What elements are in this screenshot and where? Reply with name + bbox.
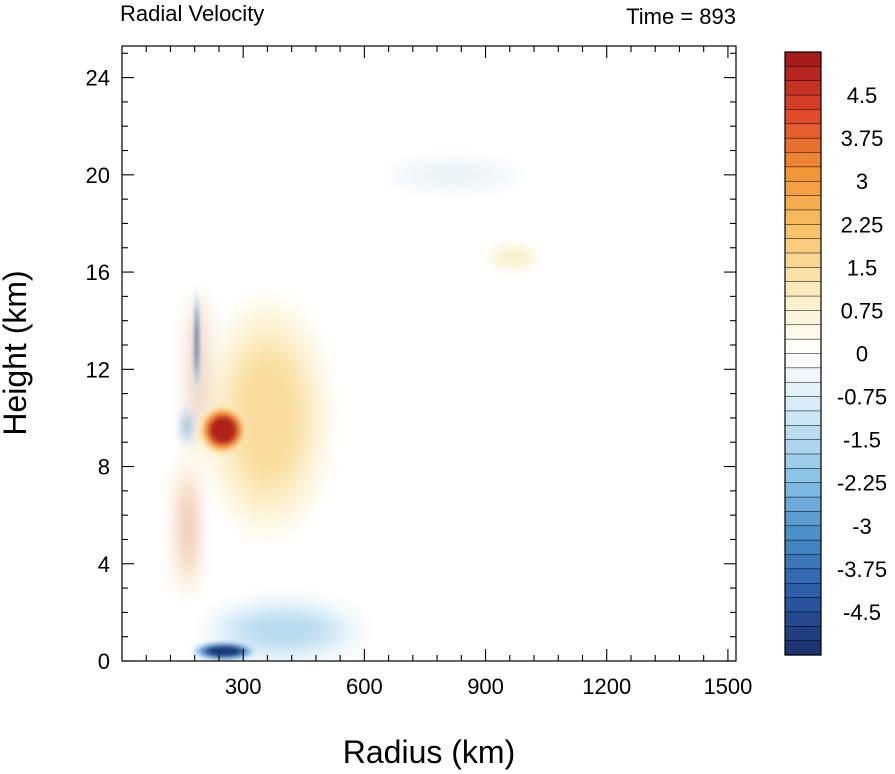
colorbar-bin (784, 611, 822, 627)
colorbar-bin (784, 468, 822, 484)
colorbar-bin (784, 568, 822, 584)
colorbar-bin (784, 180, 822, 197)
y-tick-label: 12 (86, 357, 110, 382)
colorbar-bin (784, 123, 822, 139)
x-tick-label: 900 (467, 674, 504, 699)
colorbar-frame (784, 51, 822, 656)
x-axis-label: Radius (km) (343, 734, 515, 770)
colorbar-bin (784, 353, 822, 369)
colorbar-label: 0.75 (841, 298, 884, 323)
colorbar-labels: 4.5 3.75 3 2.25 1.5 0.75 0 -0.75 -1.5 -2.25 -3 -3.7… (837, 83, 887, 625)
colorbar-bin (784, 396, 822, 412)
colorbar-bin (784, 295, 822, 311)
y-tick-label: 16 (86, 260, 110, 285)
colorbar-bin (784, 381, 822, 398)
colorbar-label: 0 (856, 342, 868, 367)
x-tick-label: 1200 (582, 674, 631, 699)
colorbar-bin (784, 252, 822, 268)
velocity-feature (413, 168, 494, 182)
velocity-feature (239, 613, 329, 648)
colorbar-bin (784, 281, 822, 297)
colorbar-label: 2.25 (841, 212, 884, 237)
colorbar-bin (784, 51, 822, 67)
velocity-feature (209, 416, 237, 444)
colorbar-bin (784, 109, 822, 125)
x-tick-label: 600 (346, 674, 383, 699)
colorbar-bin (784, 482, 822, 498)
colorbar-bin (784, 496, 822, 512)
y-axis-label: Height (km) (0, 270, 33, 435)
velocity-field (182, 162, 543, 661)
colorbar-bin (784, 224, 822, 240)
colorbar-bin (784, 597, 822, 613)
velocity-feature (498, 249, 530, 266)
colorbar-bin (784, 367, 822, 383)
colorbar-bin (784, 640, 822, 656)
colorbar-bin (784, 626, 822, 642)
velocity-feature (206, 645, 242, 657)
colorbar-bin (784, 324, 822, 340)
colorbar-bin (784, 94, 822, 110)
colorbar-label: -1.5 (843, 428, 881, 453)
velocity-feature (184, 415, 189, 438)
y-tick-label: 24 (86, 66, 110, 91)
colorbar-bin (784, 166, 822, 182)
colorbar-label: 1.5 (847, 255, 878, 280)
colorbar-bin (784, 511, 822, 527)
colorbar-bin (784, 209, 822, 225)
colorbar-bin (784, 453, 822, 469)
colorbar-bin (784, 80, 822, 96)
y-tick-label: 0 (98, 649, 110, 674)
colorbar-bin (784, 525, 822, 541)
x-axis: 300 600 900 1200 1500 (145, 46, 752, 699)
colorbar-bin (784, 410, 822, 426)
colorbar-label: -2.25 (837, 471, 887, 496)
colorbar-bin (784, 338, 822, 355)
colorbar-bin (784, 152, 822, 168)
time-label: Time = 893 (626, 4, 736, 29)
colorbar-label: -3.75 (837, 557, 887, 582)
colorbar-bin (784, 539, 822, 556)
colorbar-label: -4.5 (843, 600, 881, 625)
colorbar-label: 3.75 (841, 126, 884, 151)
velocity-feature (184, 487, 191, 568)
colorbar-bin (784, 137, 822, 154)
colorbar-bin (784, 238, 822, 254)
y-tick-label: 20 (86, 163, 110, 188)
colorbar-label: 3 (856, 169, 868, 194)
x-tick-label: 1500 (703, 674, 752, 699)
colorbar-bin (784, 66, 822, 82)
colorbar-label: 4.5 (847, 83, 878, 108)
colorbar-bin (784, 195, 822, 211)
colorbar-bin (784, 310, 822, 326)
colorbar-bin (784, 554, 822, 570)
colorbar (784, 51, 822, 656)
colorbar-bin (784, 582, 822, 599)
colorbar-label: -3 (852, 514, 872, 539)
y-axis: 0 4 8 12 16 20 24 (86, 52, 736, 674)
y-tick-label: 4 (98, 552, 110, 577)
velocity-feature (195, 312, 199, 371)
velocity-feature (231, 351, 303, 485)
colorbar-bin (784, 267, 822, 283)
colorbar-bin (784, 439, 822, 455)
colorbar-label: -0.75 (837, 385, 887, 410)
plot-frame (121, 45, 737, 662)
y-tick-label: 8 (98, 455, 110, 480)
chart-title: Radial Velocity (120, 1, 264, 26)
x-tick-label: 300 (225, 674, 262, 699)
colorbar-bin (784, 425, 822, 441)
